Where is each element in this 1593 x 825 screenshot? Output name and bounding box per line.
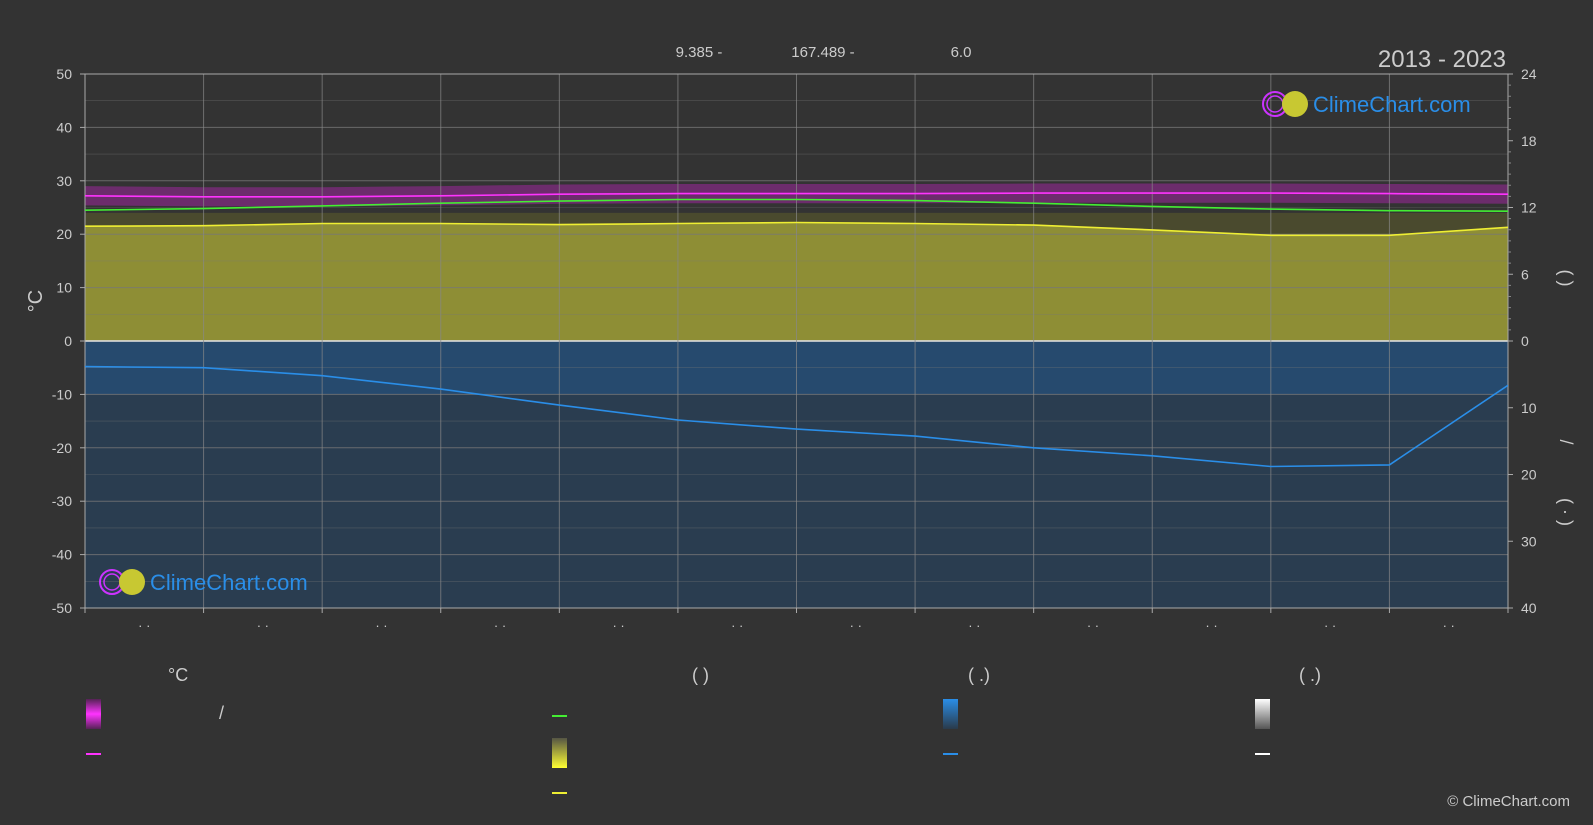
y2-tick-label: 0	[1521, 333, 1529, 349]
legend-temp-title: °C	[168, 665, 189, 685]
legend-sunshine-line	[552, 792, 567, 794]
legend-snow-line	[1255, 753, 1270, 755]
y-tick-label: 50	[56, 66, 72, 82]
daylight-line	[85, 198, 1508, 212]
coords-lon: 167.489 -	[791, 44, 854, 61]
y-tick-label: 40	[56, 119, 72, 135]
y-tick-label: 20	[56, 226, 72, 242]
legend-max-range-swatch	[86, 699, 101, 729]
legend-precip-line	[943, 753, 958, 755]
x-tick-label: · ·	[1324, 618, 1336, 633]
climechart-logo-top: ClimeChart.com	[1262, 91, 1471, 117]
legend-daylight-line	[552, 715, 567, 717]
x-tick-label: · ·	[731, 618, 743, 633]
sunshine-line	[85, 221, 1508, 237]
copyright: © ClimeChart.com	[1447, 793, 1570, 810]
y2-tick-label: 18	[1521, 133, 1537, 149]
legend-precip-title: ( .)	[968, 665, 990, 685]
legend-max-temp-line	[86, 753, 101, 755]
y-axis-label: °C	[25, 290, 47, 312]
x-tick-label: · ·	[1087, 618, 1099, 633]
x-tick-label: · ·	[138, 618, 150, 633]
max-temp-line	[85, 192, 1508, 198]
right-axis-label-top: ( )	[1556, 270, 1576, 287]
x-tick-label: · ·	[1443, 618, 1455, 633]
y-tick-label: -50	[52, 600, 72, 616]
legend-daylight-title: ( )	[692, 665, 709, 685]
logo-sun-icon	[119, 569, 145, 595]
legend-temp-sep: /	[219, 703, 225, 723]
logo-sun-icon	[1282, 91, 1308, 117]
coords-lat: 9.385 -	[676, 44, 723, 61]
elevation: 6.0	[951, 44, 972, 61]
y-tick-label: 10	[56, 280, 72, 296]
y-tick-label: -40	[52, 547, 72, 563]
y2-tick-label: 12	[1521, 200, 1537, 216]
logo-text: ClimeChart.com	[1313, 92, 1471, 117]
y-tick-label: -10	[52, 386, 72, 402]
y3-tick-label: 20	[1521, 467, 1537, 483]
x-tick-label: · ·	[612, 618, 624, 633]
legend-precip-swatch	[943, 699, 958, 729]
x-tick-label: · ·	[1205, 618, 1217, 633]
x-tick-label: · ·	[375, 618, 387, 633]
y3-tick-label: 40	[1521, 600, 1537, 616]
y-tick-label: -20	[52, 440, 72, 456]
precip-line	[85, 365, 1508, 468]
x-tick-label: · ·	[494, 618, 506, 633]
y3-tick-label: 30	[1521, 533, 1537, 549]
right-axis-label-mid: /	[1556, 439, 1576, 444]
x-tick-label: · ·	[257, 618, 269, 633]
climechart-logo-bottom: ClimeChart.com	[99, 569, 308, 595]
logo-text: ClimeChart.com	[150, 570, 308, 595]
y2-tick-label: 6	[1521, 266, 1529, 282]
y-tick-label: -30	[52, 493, 72, 509]
x-tick-label: · ·	[850, 618, 862, 633]
y-tick-label: 30	[56, 173, 72, 189]
x-tick-label: · ·	[968, 618, 980, 633]
legend-snow-title: ( .)	[1299, 665, 1321, 685]
chart-title: 2013 - 2023	[1378, 46, 1506, 73]
legend-sunshine-swatch	[552, 738, 567, 768]
y3-tick-label: 10	[1521, 400, 1537, 416]
y2-tick-label: 24	[1521, 66, 1537, 82]
legend-snow-swatch	[1255, 699, 1270, 729]
right-axis-label-bottom: ( · )	[1556, 498, 1576, 526]
y-tick-label: 0	[64, 333, 72, 349]
